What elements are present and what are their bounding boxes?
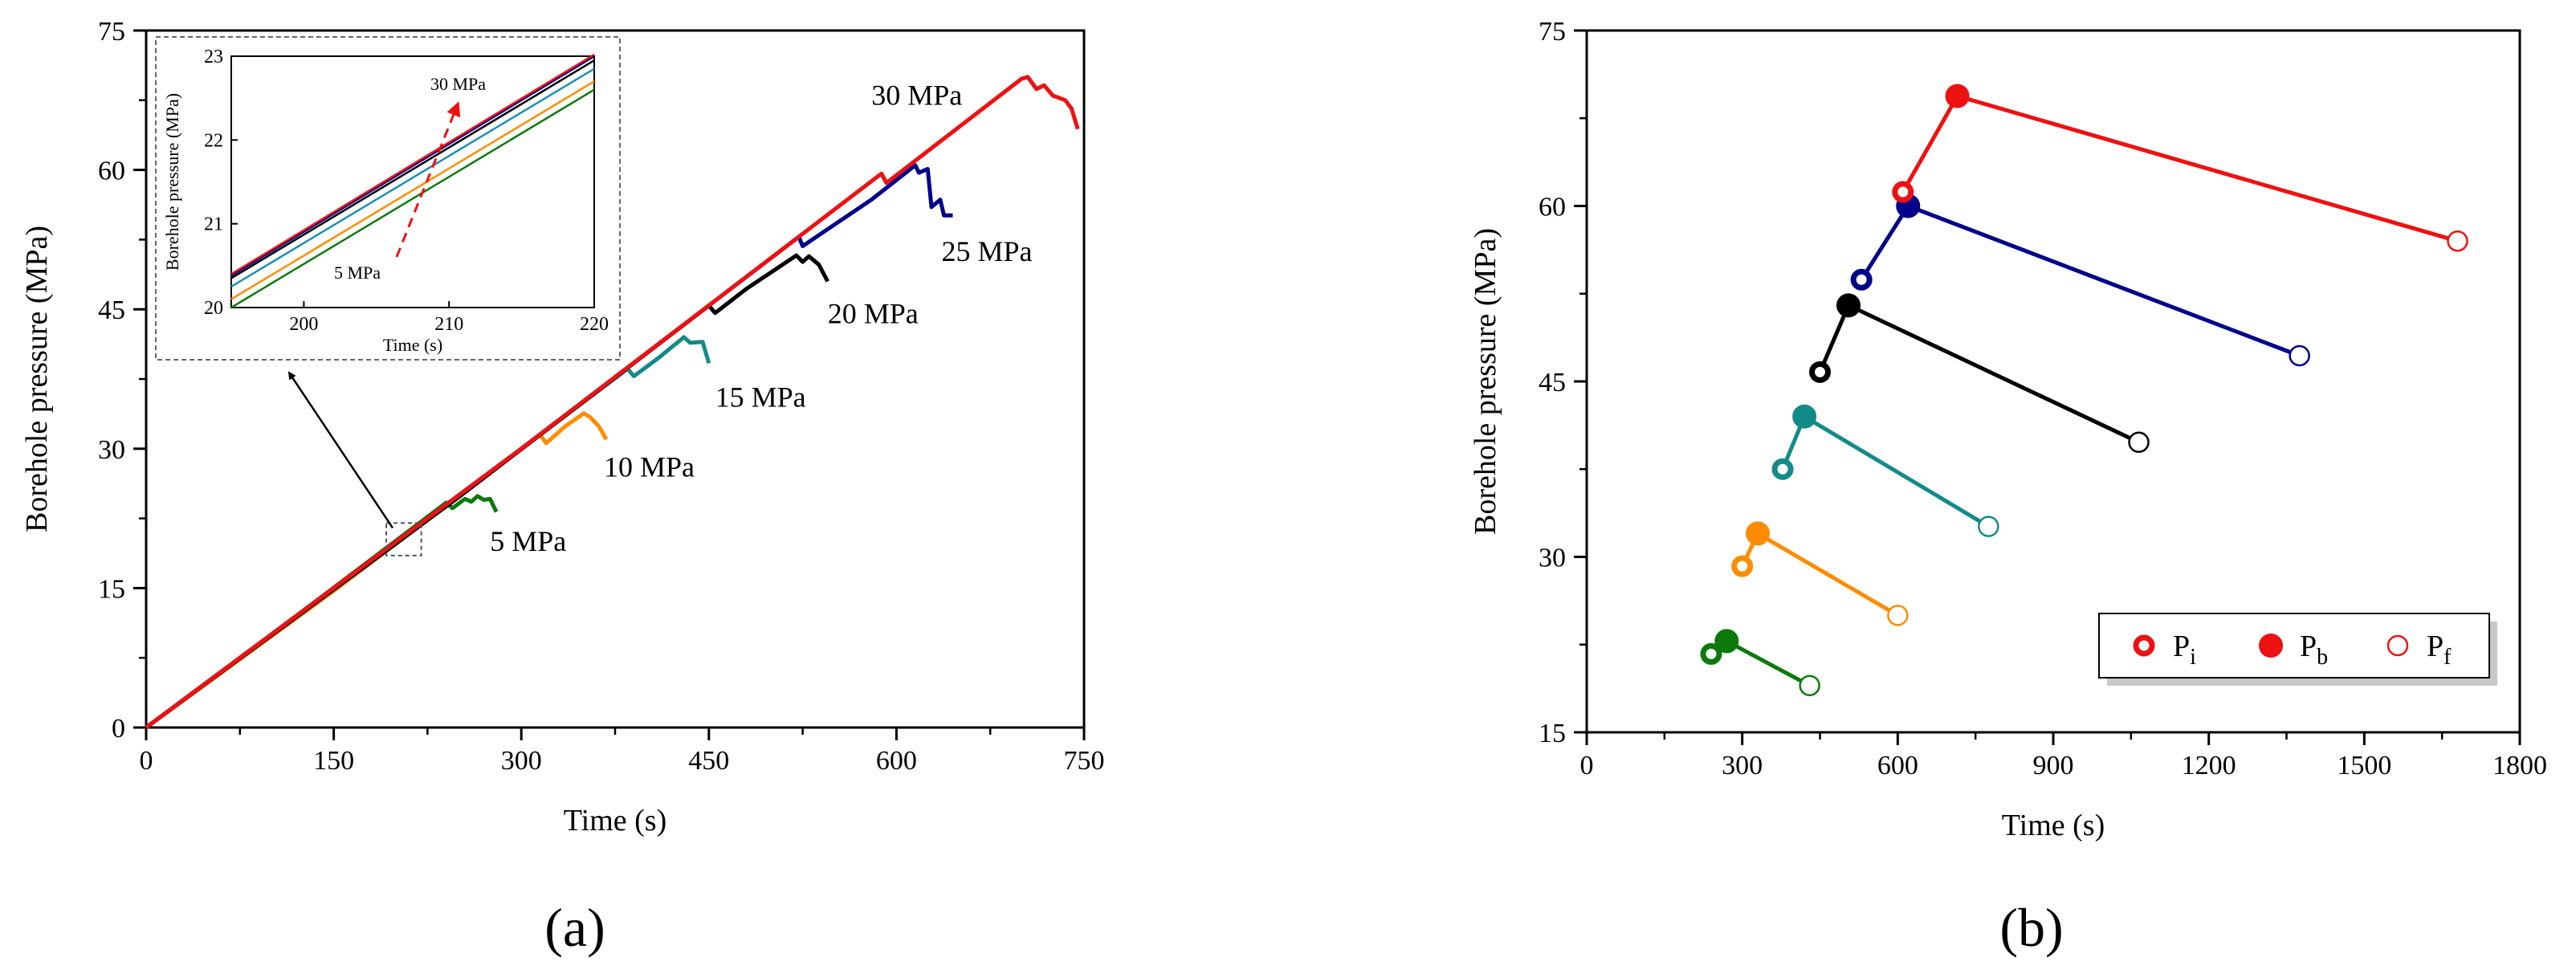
b-x-tick-label: 1500 bbox=[2337, 751, 2391, 780]
b-point-pf-10-mpa bbox=[1887, 605, 1909, 626]
b-point-pf-30-mpa bbox=[2447, 230, 2468, 252]
b-point-pf-20-mpa bbox=[2128, 431, 2150, 453]
b-point-pf-15-mpa bbox=[1978, 516, 1999, 537]
b-point-pi-20-mpa bbox=[1809, 361, 1831, 383]
b-x-tick-label: 900 bbox=[2033, 751, 2074, 780]
a-zoom-arrow bbox=[287, 371, 394, 529]
chart-a: 0 150 300 450 600 750 0 15 30 45 60 75 5 MPa 10 MPa 15… bbox=[20, 17, 1105, 958]
b-point-pi-25-mpa bbox=[1850, 268, 1873, 291]
a-inset-series-line-30-mpa bbox=[230, 53, 595, 275]
b-series-line-20-mpa bbox=[1818, 302, 2140, 444]
b-panel-label: (b) bbox=[1999, 897, 2063, 958]
a-inset-series-line-20-mpa bbox=[230, 59, 595, 279]
b-x-axis-label: Time (s) bbox=[2002, 809, 2105, 842]
a-inset-y-axis-label: Borehole pressure (MPa) bbox=[162, 93, 182, 271]
a-inset-x-tick-label: 210 bbox=[434, 314, 463, 335]
a-series-label-30-mpa: 30 MPa bbox=[871, 79, 962, 112]
a-series-line-30-mpa bbox=[145, 75, 1080, 730]
b-y-tick-label: 30 bbox=[1539, 544, 1566, 573]
a-series-label-20-mpa: 20 MPa bbox=[828, 298, 919, 330]
b-legend-label-sub: f bbox=[2444, 645, 2452, 670]
a-series-label-5-mpa: 5 MPa bbox=[490, 525, 566, 557]
a-inset-series-line-15-mpa bbox=[230, 67, 595, 287]
b-point-pb-10-mpa bbox=[1746, 521, 1771, 546]
a-inset-y-tick-label: 20 bbox=[204, 298, 223, 319]
a-panel-label: (a) bbox=[544, 897, 605, 958]
b-point-pf-5-mpa bbox=[1799, 675, 1820, 696]
a-inset-series-line-10-mpa bbox=[230, 80, 595, 300]
b-point-pi-15-mpa bbox=[1771, 458, 1794, 480]
a-series-line-5-mpa bbox=[145, 494, 499, 730]
b-x-tick-label: 300 bbox=[1722, 751, 1763, 780]
b-y-tick-label: 45 bbox=[1539, 368, 1566, 397]
b-legend-marker-pb bbox=[2259, 634, 2283, 658]
b-x-tick-label: 1200 bbox=[2182, 751, 2236, 780]
b-legend-label-pb: Pb bbox=[2300, 630, 2328, 670]
a-x-tick-label: 750 bbox=[1064, 746, 1105, 776]
a-x-tick-label: 600 bbox=[876, 746, 917, 776]
b-x-tick-label: 1800 bbox=[2492, 751, 2547, 780]
b-point-pi-10-mpa bbox=[1731, 555, 1754, 577]
a-inset-y-tick-label: 22 bbox=[204, 130, 223, 151]
b-y-axis-label: Borehole pressure (MPa) bbox=[1469, 228, 1502, 535]
b-legend-marker-pf bbox=[2386, 634, 2409, 657]
b-legend-label-base: P bbox=[2427, 630, 2444, 663]
b-legend-label-base: P bbox=[2173, 630, 2190, 663]
b-point-pb-5-mpa bbox=[1714, 629, 1739, 654]
b-legend-box bbox=[2098, 613, 2490, 679]
a-inset-trend-arrow bbox=[395, 101, 461, 258]
b-point-pi-30-mpa bbox=[1892, 181, 1914, 203]
a-inset-series-line-5-mpa bbox=[230, 88, 595, 309]
a-inset-x-tick-label: 200 bbox=[289, 314, 318, 335]
b-legend-label-base: P bbox=[2300, 630, 2317, 663]
a-inset-label-bottom: 5 MPa bbox=[334, 263, 381, 283]
a-x-tick-label: 450 bbox=[688, 746, 729, 776]
a-y-tick-label: 30 bbox=[98, 435, 125, 465]
a-y-axis-label: Borehole pressure (MPa) bbox=[20, 226, 54, 532]
b-series-line-15-mpa bbox=[1780, 414, 1990, 528]
a-x-tick-label: 300 bbox=[501, 746, 542, 776]
b-legend-marker-pi bbox=[2133, 634, 2155, 657]
b-point-pb-30-mpa bbox=[1945, 84, 1970, 108]
a-inset-y-tick-label: 23 bbox=[204, 47, 223, 67]
a-x-axis-label: Time (s) bbox=[564, 804, 666, 838]
a-inset-series-line-25-mpa bbox=[230, 55, 595, 277]
a-series-line-15-mpa bbox=[145, 335, 711, 730]
b-point-pf-25-mpa bbox=[2289, 344, 2310, 367]
a-y-tick-label: 0 bbox=[112, 714, 125, 744]
b-legend-label-pf: Pf bbox=[2427, 630, 2452, 670]
b-legend-label-sub: b bbox=[2317, 645, 2328, 670]
a-inset-label-top: 30 MPa bbox=[430, 74, 486, 94]
b-point-pb-20-mpa bbox=[1836, 293, 1861, 318]
b-legend-label-pi: Pi bbox=[2173, 630, 2196, 670]
a-y-tick-label: 45 bbox=[98, 295, 125, 325]
b-series-line-10-mpa bbox=[1740, 530, 1899, 617]
b-y-tick-label: 60 bbox=[1539, 193, 1566, 222]
a-series-label-15-mpa: 15 MPa bbox=[715, 381, 806, 414]
a-y-tick-label: 75 bbox=[98, 17, 125, 47]
b-point-pi-5-mpa bbox=[1700, 642, 1722, 665]
a-zoom-box bbox=[385, 522, 422, 556]
b-legend-label-sub: i bbox=[2190, 645, 2196, 670]
a-inset-y-tick-label: 21 bbox=[204, 214, 223, 235]
b-y-tick-label: 15 bbox=[1539, 719, 1566, 748]
a-series-line-10-mpa bbox=[145, 411, 609, 730]
b-x-tick-label: 600 bbox=[1877, 751, 1918, 780]
a-inset-plot-frame bbox=[230, 55, 595, 308]
b-x-tick-label: 0 bbox=[1580, 751, 1594, 780]
b-series-line-30-mpa bbox=[1901, 93, 2459, 243]
a-y-tick-label: 60 bbox=[98, 157, 125, 186]
a-x-tick-label: 150 bbox=[313, 746, 354, 776]
a-inset-x-tick-label: 220 bbox=[580, 314, 609, 335]
b-y-tick-label: 75 bbox=[1539, 17, 1566, 47]
a-series-label-10-mpa: 10 MPa bbox=[604, 451, 695, 483]
b-series-line-25-mpa bbox=[1859, 203, 2301, 358]
a-inset-x-axis-label: Time (s) bbox=[383, 335, 442, 355]
a-x-tick-label: 0 bbox=[140, 746, 153, 776]
a-y-tick-label: 15 bbox=[98, 574, 125, 604]
a-series-label-25-mpa: 25 MPa bbox=[941, 235, 1032, 267]
b-point-pb-15-mpa bbox=[1792, 404, 1817, 429]
